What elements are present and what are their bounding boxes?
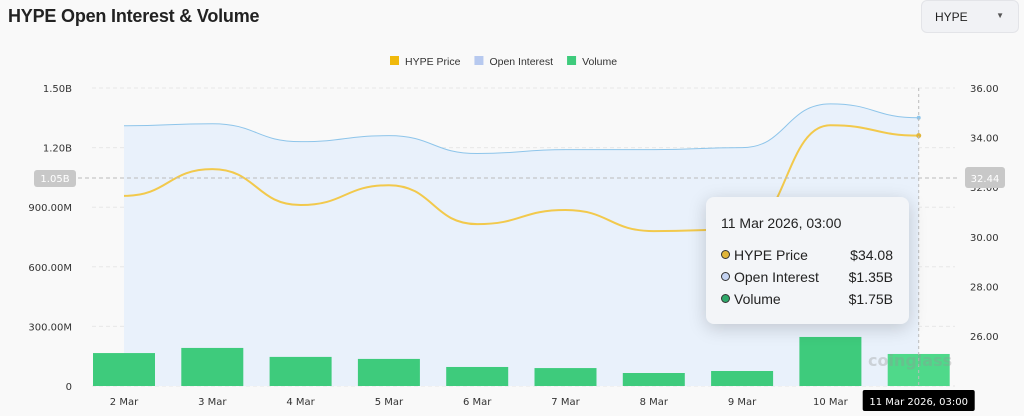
crosshair-left-badge <box>34 170 76 187</box>
legend-item: Open Interest <box>489 56 553 68</box>
x-tick-label: 2 Mar <box>110 397 139 408</box>
legend-swatch-icon <box>390 56 399 65</box>
left-tick-label: 900.00M <box>28 203 72 214</box>
tooltip-row-price: HYPE Price $34.08 <box>721 247 893 263</box>
legend-item: Volume <box>582 56 617 68</box>
volume-bar <box>181 347 244 386</box>
crosshair-right-badge <box>965 167 1005 188</box>
tooltip-label: Volume <box>734 291 781 307</box>
left-tick-label: 600.00M <box>28 263 72 274</box>
coin-selector-value: HYPE <box>935 10 968 24</box>
tooltip: 11 Mar 2026, 03:00 HYPE Price $34.08 Open… <box>706 197 909 324</box>
open-interest-line <box>123 103 919 155</box>
volume-bar <box>622 373 685 386</box>
volume-bar <box>711 370 774 386</box>
x-tick-label: 6 Mar <box>463 397 492 408</box>
right-tick-label: 34.00 <box>970 134 999 145</box>
tooltip-value: $34.08 <box>850 247 893 263</box>
right-tick-label: 32.00 <box>970 183 999 194</box>
volume-dot-icon <box>721 294 730 303</box>
x-tick-label: 7 Mar <box>551 397 580 408</box>
tooltip-value: $1.35B <box>848 269 893 285</box>
left-tick-label: 300.00M <box>28 322 72 333</box>
tooltip-label: HYPE Price <box>734 247 808 263</box>
legend-swatch-icon <box>567 56 577 65</box>
legend-swatch-icon <box>474 56 484 65</box>
right-tick-label: 26.00 <box>970 332 999 343</box>
price-point <box>916 133 922 139</box>
legend-item: HYPE Price <box>405 56 461 68</box>
volume-bar <box>799 336 862 386</box>
tooltip-value: $1.75B <box>848 291 893 307</box>
volume-bar <box>357 358 420 386</box>
right-tick-label: 30.00 <box>970 233 999 244</box>
x-tick-label: 4 Mar <box>286 397 315 408</box>
right-tick-label: 28.00 <box>970 282 999 293</box>
left-tick-label: 1.50B <box>43 84 72 95</box>
price-dot-icon <box>721 250 730 259</box>
volume-bar <box>534 368 597 386</box>
oi-point <box>916 115 921 120</box>
tooltip-row-volume: Volume $1.75B <box>721 291 893 307</box>
left-tick-label: 1.20B <box>43 144 72 155</box>
crosshair-left-label: 1.05B <box>40 174 69 185</box>
tooltip-label: Open Interest <box>734 269 819 285</box>
hype-price-line <box>123 124 919 233</box>
volume-bar <box>93 353 155 386</box>
x-tick-label: 8 Mar <box>640 397 669 408</box>
tooltip-title: 11 Mar 2026, 03:00 <box>721 215 842 231</box>
crosshair-x-label: 11 Mar 2026, 03:00 <box>869 397 968 408</box>
x-tick-label: 5 Mar <box>375 397 404 408</box>
volume-bar <box>269 356 332 386</box>
crosshair-right-label: 32.44 <box>971 174 1000 185</box>
oi-dot-icon <box>721 272 730 281</box>
watermark-logo: coinglass <box>868 351 952 370</box>
caret-down-icon: ▼ <box>996 11 1004 20</box>
x-tick-label: 9 Mar <box>728 397 757 408</box>
crosshair-x-badge <box>862 390 975 411</box>
page-title: HYPE Open Interest & Volume <box>8 6 260 26</box>
tooltip-row-oi: Open Interest $1.35B <box>721 269 893 285</box>
x-tick-label: 3 Mar <box>198 397 227 408</box>
left-tick-label: 0 <box>66 382 72 393</box>
coin-selector[interactable]: HYPE ▼ <box>921 0 1019 33</box>
x-tick-label: 10 Mar <box>813 397 849 408</box>
volume-bar <box>446 366 509 386</box>
right-tick-label: 36.00 <box>970 84 999 95</box>
